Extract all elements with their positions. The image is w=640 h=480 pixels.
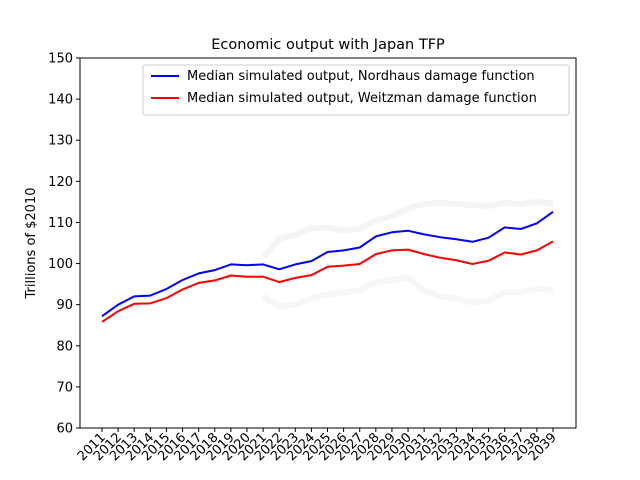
y-tick-label: 130 — [48, 134, 73, 149]
y-tick-label: 80 — [56, 339, 73, 354]
y-tick-label: 110 — [48, 216, 73, 231]
chart-title: Economic output with Japan TFP — [211, 37, 445, 53]
legend-label-nordhaus: Median simulated output, Nordhaus damage… — [187, 69, 535, 84]
legend-box — [142, 64, 570, 116]
y-tick-label: 120 — [48, 175, 73, 190]
y-tick-label: 150 — [48, 52, 73, 67]
legend: Median simulated output, Nordhaus damage… — [142, 64, 570, 116]
y-tick-label: 90 — [56, 298, 73, 313]
y-axis: 60 70 80 90 100 110 120 130 140 150 — [48, 52, 80, 437]
background-bands — [260, 198, 554, 310]
y-tick-label: 140 — [48, 93, 73, 108]
background-band-1 — [261, 274, 554, 310]
legend-label-weitzman: Median simulated output, Weitzman damage… — [187, 91, 537, 106]
series-line-0 — [101, 210, 554, 318]
y-tick-label: 70 — [56, 380, 73, 395]
y-axis-label: Trillions of $2010 — [24, 188, 39, 300]
series-lines — [101, 210, 554, 323]
series-line-1 — [101, 240, 554, 323]
y-tick-label: 60 — [56, 422, 73, 437]
y-tick-label: 100 — [48, 257, 73, 272]
background-band-0 — [260, 198, 554, 260]
